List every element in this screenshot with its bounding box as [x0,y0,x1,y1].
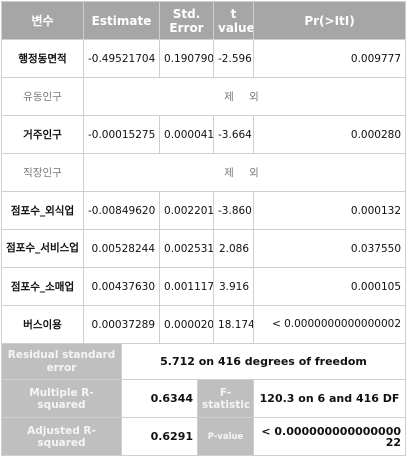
estimate-cell: -0.49521704 [82,39,161,78]
std-error-cell: 0.00253183 [159,229,215,268]
estimate-cell: 0.00437630 [82,267,161,306]
t-value-cell: 3.916 [213,267,255,306]
row-label: 거주인구 [1,115,84,154]
adjusted-r-squared-label: Adjusted R-squared [1,417,122,456]
estimate-cell: 0.00037289 [82,305,161,344]
rse-label: Residual standard error [1,343,122,380]
f-statistic-label: F-statistic [197,379,255,418]
row-label: 점포수_외식업 [1,191,84,230]
p-value-cell: 0.000132 [253,191,406,230]
header-p-value: Pr(>ItI) [253,1,406,40]
header-std-error: Std. Error [159,1,215,40]
header-estimate: Estimate [82,1,161,40]
t-value-cell: -2.596 [213,39,255,78]
header-variable: 변수 [1,1,84,40]
footer-row-rse: Residual standard error 5.712 on 416 deg… [1,343,406,380]
table-row: 유동인구 제 외 [1,77,406,116]
row-label: 직장인구 [1,153,84,192]
t-value-cell: -3.860 [213,191,255,230]
t-value-cell: 18.174 [213,305,255,344]
f-statistic-value: 120.3 on 6 and 416 DF [253,379,406,418]
table-row: 점포수_외식업 -0.00849620 0.00220134 -3.860 0.… [1,191,406,230]
p-value-label: P-value [197,417,255,456]
std-error-cell: 0.00004169 [159,115,215,154]
p-value-cell: 0.000280 [253,115,406,154]
rse-value: 5.712 on 416 degrees of freedom [120,343,406,380]
multiple-r-squared-label: Multiple R-squared [1,379,122,418]
std-error-cell: 0.00002052 [159,305,215,344]
p-value-cell: 0.009777 [253,39,406,78]
table-row: 직장인구 제 외 [1,153,406,192]
row-label: 점포수_서비스업 [1,229,84,268]
header-t-value: t value [213,1,255,40]
t-value-cell: 2.086 [213,229,255,268]
row-label: 유동인구 [1,77,84,116]
table-row: 점포수_서비스업 0.00528244 0.00253183 2.086 0.0… [1,229,406,268]
estimate-cell: -0.00849620 [82,191,161,230]
estimate-cell: -0.00015275 [82,115,161,154]
table-row: 버스이용 0.00037289 0.00002052 18.174 < 0.00… [1,305,406,344]
footer-row-adjusted: Adjusted R-squared 0.6291 P-value < 0.00… [1,417,406,456]
p-value-cell: 0.037550 [253,229,406,268]
table-row: 행정동면적 -0.49521704 0.19079072 -2.596 0.00… [1,39,406,78]
t-value-cell: -3.664 [213,115,255,154]
adjusted-r-squared-value: 0.6291 [120,417,199,456]
row-label: 행정동면적 [1,39,84,78]
p-value-cell: < 0.0000000000000002 [253,305,406,344]
p-value-cell: 0.000105 [253,267,406,306]
std-error-cell: 0.19079072 [159,39,215,78]
footer-row-r2: Multiple R-squared 0.6344 F-statistic 12… [1,379,406,418]
table-row: 거주인구 -0.00015275 0.00004169 -3.664 0.000… [1,115,406,154]
multiple-r-squared-value: 0.6344 [120,379,199,418]
table-row: 점포수_소매업 0.00437630 0.00111766 3.916 0.00… [1,267,406,306]
table-header-row: 변수 Estimate Std. Error t value Pr(>ItI) [1,1,406,40]
estimate-cell: 0.00528244 [82,229,161,268]
std-error-cell: 0.00220134 [159,191,215,230]
row-label: 버스이용 [1,305,84,344]
p-value-footer: < 0.00000000000000022 [253,417,406,456]
std-error-cell: 0.00111766 [159,267,215,306]
excluded-cell: 제 외 [82,153,406,192]
excluded-cell: 제 외 [82,77,406,116]
row-label: 점포수_소매업 [1,267,84,306]
